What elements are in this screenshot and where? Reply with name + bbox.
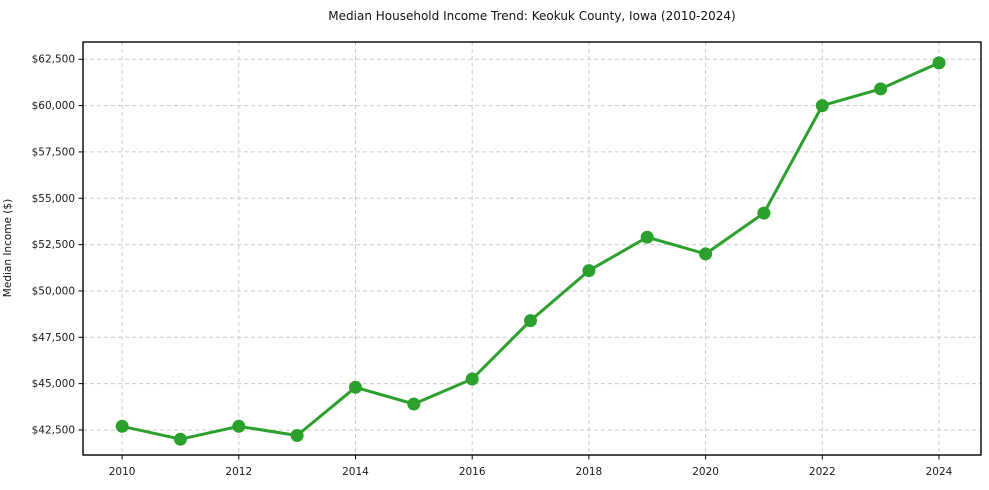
- y-tick-label: $42,500: [32, 424, 75, 436]
- data-point-2013: [290, 429, 304, 442]
- data-point-2012: [232, 419, 246, 433]
- data-point-2024: [932, 56, 946, 70]
- data-point-2015: [407, 397, 421, 411]
- x-tick-label: 2012: [225, 466, 252, 478]
- chart-title: Median Household Income Trend: Keokuk Co…: [328, 9, 736, 23]
- data-point-2019: [640, 230, 654, 244]
- data-point-2010: [115, 419, 129, 433]
- x-tick-label: 2022: [809, 466, 836, 478]
- data-point-2022: [815, 99, 829, 113]
- y-tick-label: $57,500: [32, 146, 75, 158]
- x-tick-label: 2016: [459, 466, 486, 478]
- y-tick-label: $62,500: [32, 54, 75, 66]
- plot-border: [82, 41, 982, 456]
- y-tick-label: $45,000: [32, 378, 75, 390]
- x-tick-label: 2010: [109, 466, 136, 478]
- y-tick-label: $55,000: [32, 193, 75, 205]
- x-tick-label: 2024: [926, 466, 953, 478]
- data-point-2023: [874, 82, 888, 96]
- data-point-2021: [757, 206, 771, 220]
- data-point-2016: [465, 372, 479, 386]
- y-axis-label: Median Income ($): [2, 198, 14, 298]
- data-point-2017: [524, 314, 537, 328]
- x-tick-label: 2020: [692, 466, 719, 478]
- y-tick-label: $60,000: [32, 100, 75, 112]
- data-point-2018: [582, 264, 596, 278]
- data-point-2020: [699, 247, 713, 261]
- plot-background: [83, 42, 981, 455]
- x-tick-label: 2014: [342, 466, 369, 478]
- data-point-2014: [349, 380, 362, 394]
- y-tick-label: $47,500: [32, 332, 75, 344]
- data-point-2011: [173, 432, 187, 446]
- y-tick-label: $52,500: [32, 239, 75, 251]
- y-tick-label: $50,000: [32, 285, 75, 297]
- x-tick-label: 2018: [576, 466, 603, 478]
